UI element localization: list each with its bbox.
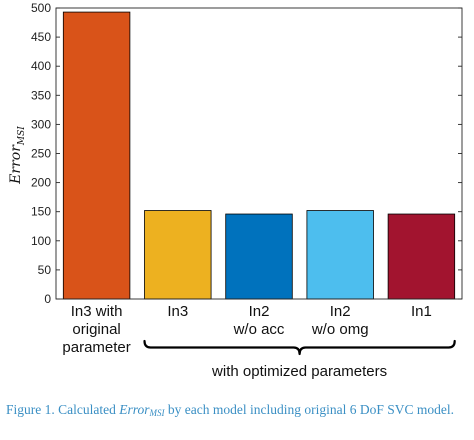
y-axis-label: ErrorMSI xyxy=(8,126,27,185)
category-label-0-2: parameter xyxy=(62,339,130,356)
svg-text:ErrorMSI: ErrorMSI xyxy=(8,126,27,185)
y-tick-label-5: 250 xyxy=(31,147,51,161)
group-bracket: with optimized parameters xyxy=(143,339,456,380)
y-tick-label-0: 0 xyxy=(44,292,51,306)
caption-prefix: Figure 1. Calculated xyxy=(6,402,120,417)
bar-4 xyxy=(387,213,456,300)
bar-1 xyxy=(144,210,212,300)
caption-variable: Error xyxy=(119,402,150,417)
category-label-2-0: In2 xyxy=(249,303,270,320)
bracket-brace xyxy=(143,339,456,356)
y-tick-label-9: 450 xyxy=(31,30,51,44)
bar-2 xyxy=(225,213,293,300)
figure-caption: Figure 1. Calculated ErrorMSI by each mo… xyxy=(6,402,468,421)
bars xyxy=(62,11,456,300)
y-tick-label-2: 100 xyxy=(31,234,51,248)
bar-0 xyxy=(62,11,131,300)
y-tick-label-1: 50 xyxy=(38,263,52,277)
caption-variable-subscript: MSI xyxy=(149,408,165,418)
category-label-0-1: original xyxy=(72,321,120,338)
y-tick-label-10: 500 xyxy=(31,1,51,15)
y-tick-label-8: 400 xyxy=(31,59,51,73)
category-label-4-0: In1 xyxy=(411,303,432,320)
y-tick-label-4: 200 xyxy=(31,176,51,190)
bar-3 xyxy=(306,210,374,300)
y-tick-label-6: 300 xyxy=(31,117,51,131)
y-axis-label-subscript: MSI xyxy=(17,126,27,146)
category-label-3-0: In2 xyxy=(330,303,351,320)
y-axis-label-main: Error xyxy=(8,144,24,185)
y-tick-label-7: 350 xyxy=(31,88,51,102)
y-ticks: 0 50 100 150 200 250 300 350 400 450 500 xyxy=(31,1,462,306)
caption-suffix: by each model including original 6 DoF S… xyxy=(164,402,454,417)
category-label-0-0: In3 with xyxy=(71,303,123,320)
bracket-label: with optimized parameters xyxy=(211,363,387,380)
category-label-1-0: In3 xyxy=(167,303,188,320)
y-tick-label-3: 150 xyxy=(31,205,51,219)
category-label-3-1: w/o omg xyxy=(311,321,369,338)
category-label-2-1: w/o acc xyxy=(233,321,285,338)
